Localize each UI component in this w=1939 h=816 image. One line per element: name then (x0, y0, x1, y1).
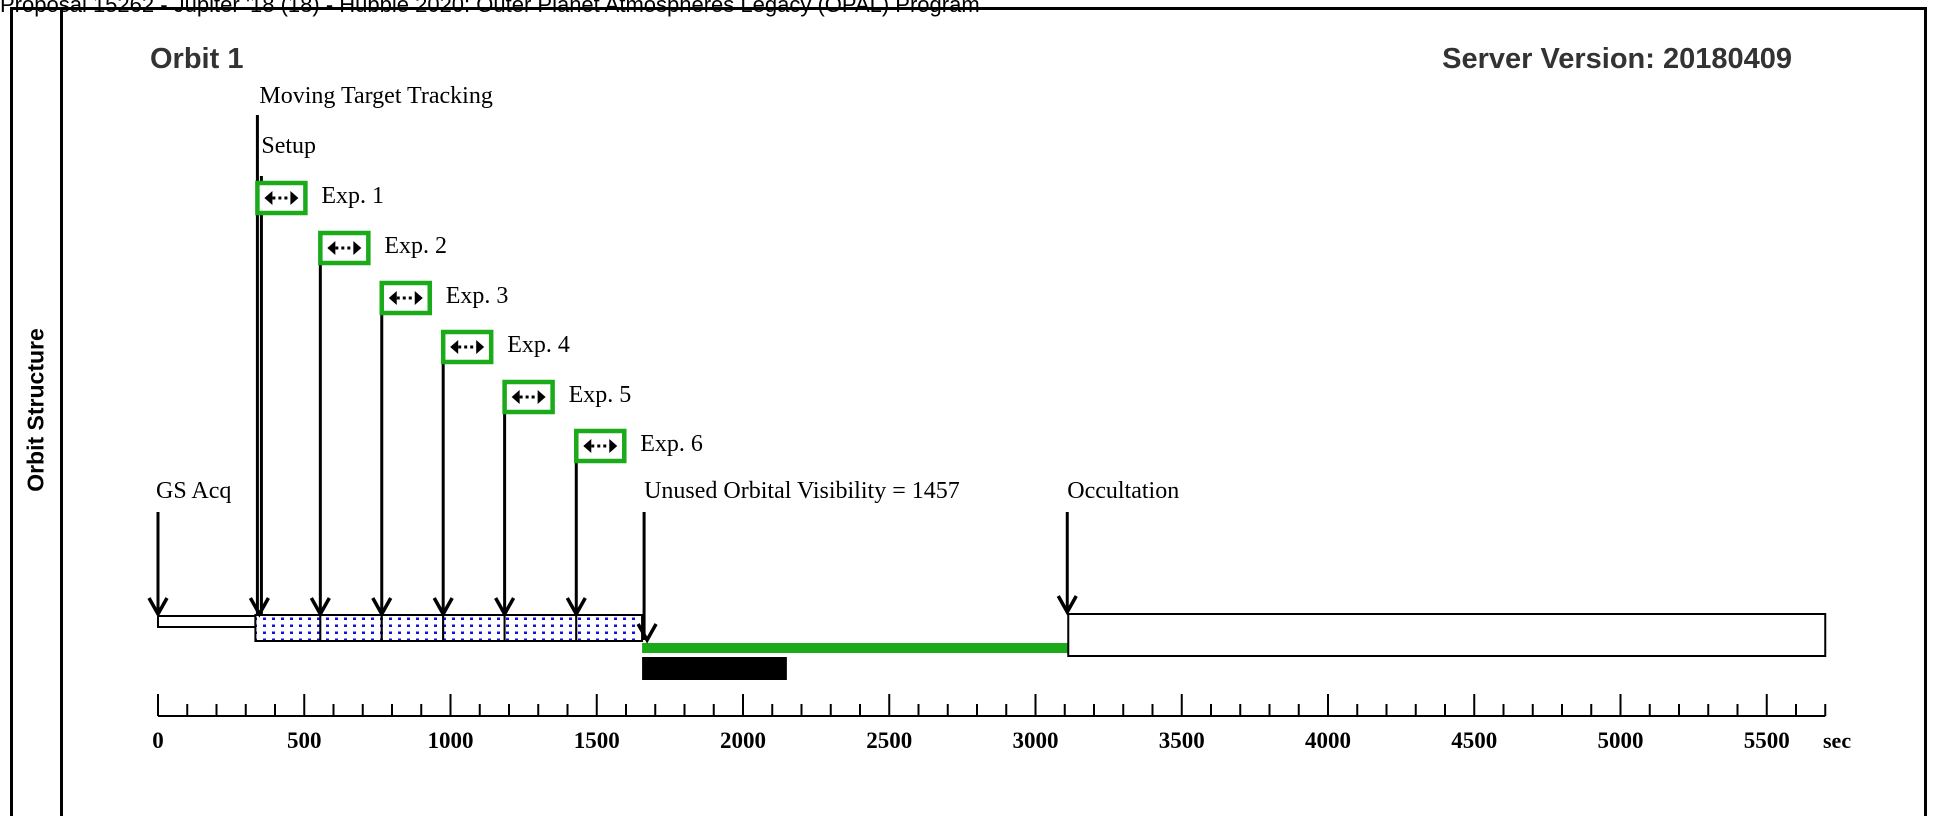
exposure-arrow-left-icon (264, 191, 273, 205)
gs-acq-bar (157, 615, 257, 628)
exposure-arrow-left-icon (511, 390, 520, 404)
axis-unit-label: sec (1823, 728, 1851, 753)
tick-label: 2000 (720, 728, 766, 753)
orbit-structure-frame: Orbit Structure (10, 7, 1927, 816)
gs-acq-arrow (147, 597, 169, 618)
exposure-arrow-right-icon (414, 291, 423, 305)
exposure-arrow-left-icon (327, 241, 336, 255)
tick-label: 0 (152, 728, 164, 753)
timeline-bars (157, 613, 1827, 680)
exposure-arrow-right-icon (353, 241, 362, 255)
setup-label: Setup (261, 133, 316, 159)
exposure-arrow-right-icon (537, 390, 546, 404)
exposure-bar-2 (319, 614, 383, 642)
exposure-arrow-right-icon (609, 439, 618, 453)
tick-label: 4500 (1451, 728, 1497, 753)
occultation-arrow (1056, 595, 1078, 616)
orbit-title: Orbit 1 (150, 43, 243, 75)
exposure-bar-4 (442, 614, 506, 642)
gs-acq-label: GS Acq (156, 478, 231, 504)
exposure-label-6: Exp. 6 (640, 431, 703, 457)
exposure-bar-1 (254, 614, 322, 642)
unused-visibility-arrow (636, 623, 658, 644)
black-bar (642, 657, 787, 680)
moving-target-label: Moving Target Tracking (259, 83, 492, 109)
unused-visibility-label: Unused Orbital Visibility = 1457 (644, 478, 960, 504)
tick-label: 1000 (428, 728, 474, 753)
tick-label: 1500 (574, 728, 620, 753)
exposure-arrow-right-icon (476, 340, 485, 354)
exposure-arrow-left-icon (388, 291, 397, 305)
occultation-label: Occultation (1067, 478, 1179, 504)
exposure-label-3: Exp. 3 (446, 283, 509, 309)
unused-visibility-bar (642, 643, 1069, 653)
time-axis: 0 500 1000 1500 2000 2500 3000 3500 4000 4500 5000… (152, 694, 1851, 753)
exposure-label-1: Exp. 1 (321, 183, 384, 209)
tick-label: 2500 (866, 728, 912, 753)
tick-label: 5000 (1598, 728, 1644, 753)
exposure-label-5: Exp. 5 (569, 382, 632, 408)
tick-label: 3000 (1013, 728, 1059, 753)
tick-label: 4000 (1305, 728, 1351, 753)
exposure-arrow-left-icon (450, 340, 459, 354)
exposure-label-2: Exp. 2 (384, 233, 447, 259)
exposure-bar-6 (575, 614, 644, 642)
tick-label: 500 (287, 728, 322, 753)
setup-arrow (248, 597, 270, 618)
timeline-events: Moving Target Tracking Setup GS Acq Unused … (147, 83, 1179, 644)
side-column: Orbit Structure (13, 10, 63, 816)
exposure-label-4: Exp. 4 (507, 332, 570, 358)
exposure-arrow-left-icon (583, 439, 592, 453)
tick-label: 3500 (1159, 728, 1205, 753)
exposure-bar-5 (503, 614, 578, 642)
server-version: Server Version: 20180409 (1442, 43, 1792, 75)
tick-label: 5500 (1744, 728, 1790, 753)
exposure-bar-3 (380, 614, 445, 642)
exposure-arrow-right-icon (290, 191, 299, 205)
occultation-bar (1067, 613, 1827, 657)
